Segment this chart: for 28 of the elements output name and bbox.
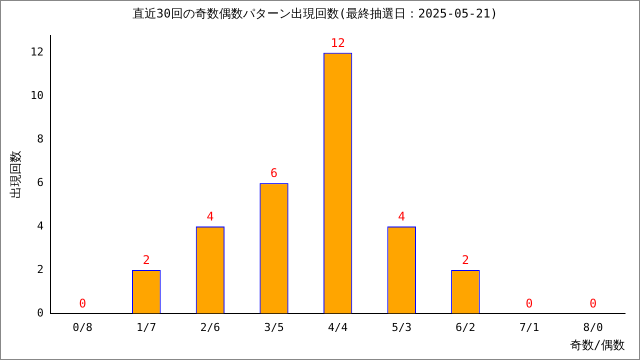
x-tick-label: 4/4 — [328, 320, 348, 334]
x-tick-label: 1/7 — [136, 320, 156, 334]
data-label: 0 — [526, 296, 533, 311]
data-label: 4 — [206, 210, 214, 224]
chart-title: 直近30回の奇数偶数パターン出現回数(最終抽選日：2025-05-21) — [132, 6, 498, 20]
y-tick-label: 0 — [37, 306, 44, 320]
x-tick-label: 8/0 — [583, 320, 604, 334]
x-tick-label: 6/2 — [456, 320, 476, 334]
y-axis-title: 出現回数 — [8, 150, 22, 198]
data-label: 0 — [78, 296, 86, 311]
x-axis-title: 奇数/偶数 — [570, 338, 625, 352]
x-tick-label: 0/8 — [72, 320, 92, 334]
data-label: 6 — [270, 166, 278, 180]
data-label: 2 — [142, 253, 150, 268]
x-tick-label: 3/5 — [264, 320, 284, 334]
y-tick-label: 12 — [30, 46, 44, 59]
data-label: 0 — [589, 296, 597, 311]
data-label: 12 — [330, 36, 346, 50]
y-tick-label: 10 — [30, 89, 44, 102]
data-label: 2 — [462, 253, 470, 268]
y-tick-label: 6 — [37, 176, 44, 189]
x-tick-label: 2/6 — [200, 320, 220, 334]
x-tick-label: 7/1 — [519, 320, 540, 334]
y-tick-label: 4 — [37, 219, 44, 232]
y-tick-label: 2 — [37, 262, 44, 276]
y-tick-label: 8 — [37, 132, 44, 146]
x-tick-label: 5/3 — [392, 320, 412, 334]
data-label: 4 — [398, 210, 406, 224]
